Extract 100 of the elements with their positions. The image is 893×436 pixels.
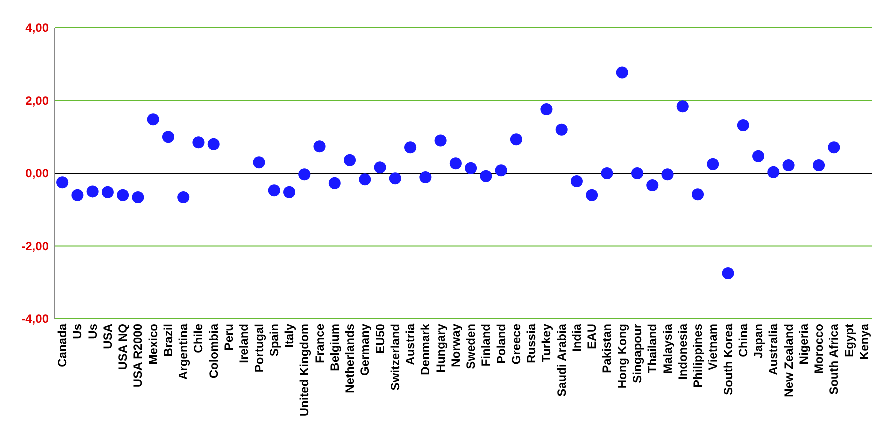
point bbox=[162, 131, 174, 144]
x-tick-label: Netherlands bbox=[343, 324, 358, 394]
y-tick-label: 0,00 bbox=[26, 166, 50, 181]
y-tick-label: 2,00 bbox=[26, 94, 50, 108]
point bbox=[389, 172, 402, 185]
point bbox=[359, 174, 372, 186]
x-tick-label: China bbox=[736, 324, 750, 358]
x-tick-label: Portugal bbox=[252, 324, 266, 373]
point bbox=[328, 177, 341, 190]
point bbox=[495, 164, 508, 177]
point bbox=[631, 168, 644, 180]
x-tick-label: Greece bbox=[509, 324, 524, 365]
point bbox=[737, 119, 750, 132]
x-tick-label: Belgium bbox=[328, 324, 342, 372]
x-tick-label: Argentina bbox=[176, 324, 191, 380]
x-tick-label: Philippines bbox=[691, 324, 706, 388]
x-tick-label: Italy bbox=[282, 324, 297, 348]
point bbox=[510, 134, 522, 146]
point bbox=[752, 150, 765, 162]
x-tick-label: Switzerland bbox=[388, 324, 402, 391]
x-tick-label: USA bbox=[100, 324, 115, 350]
point bbox=[86, 186, 99, 198]
x-tick-label: USA R2000 bbox=[131, 324, 146, 388]
point bbox=[268, 184, 280, 197]
point bbox=[434, 134, 447, 147]
x-tick-label: Hungary bbox=[434, 324, 448, 373]
point bbox=[676, 100, 689, 113]
x-tick-label: Singapour bbox=[630, 324, 644, 384]
x-tick-label: EU50 bbox=[373, 324, 388, 354]
x-tick-label: Canada bbox=[56, 324, 70, 368]
point bbox=[192, 136, 205, 149]
x-tick-label: South Africa bbox=[827, 324, 842, 395]
point bbox=[72, 189, 84, 202]
x-tick-label: South Korea bbox=[721, 324, 736, 396]
point bbox=[178, 192, 190, 204]
point bbox=[586, 189, 598, 202]
point bbox=[480, 170, 492, 182]
x-tick-label: Germany bbox=[358, 324, 372, 376]
y-tick-label: 4,00 bbox=[26, 21, 50, 36]
x-tick-label: New Zealand bbox=[782, 324, 796, 398]
x-tick-label: Chile bbox=[192, 324, 206, 354]
x-tick-label: Colombia bbox=[206, 324, 221, 379]
x-tick-label: Hong Kong bbox=[615, 324, 630, 389]
point bbox=[768, 166, 780, 178]
point bbox=[404, 142, 417, 154]
point bbox=[465, 162, 478, 174]
x-tick-label: Austria bbox=[404, 324, 418, 366]
x-tick-label: Poland bbox=[494, 324, 508, 364]
point bbox=[450, 158, 462, 170]
x-tick-label: Indonesia bbox=[676, 324, 690, 380]
point bbox=[56, 176, 69, 189]
point bbox=[284, 186, 296, 198]
point bbox=[601, 168, 614, 180]
x-tick-label: Mexico bbox=[146, 324, 160, 365]
x-tick-label: Norway bbox=[448, 324, 463, 368]
x-tick-label: Brazil bbox=[161, 324, 176, 357]
x-tick-label: Finland bbox=[479, 324, 494, 367]
x-tick-label: Nigeria bbox=[796, 324, 811, 365]
x-tick-label: United Kingdom bbox=[298, 324, 312, 417]
point bbox=[692, 188, 704, 201]
point bbox=[420, 172, 432, 184]
x-tick-label: Thailand bbox=[646, 324, 660, 374]
point bbox=[298, 168, 311, 181]
x-tick-label: Us bbox=[86, 324, 100, 340]
y-tick-label: -2,00 bbox=[22, 239, 50, 254]
x-tick-label: Saudi Arabia bbox=[554, 324, 569, 397]
x-tick-label: Japan bbox=[752, 324, 766, 359]
point bbox=[616, 66, 628, 79]
x-tick-label: USA NQ bbox=[116, 324, 130, 370]
x-tick-label: Pakistan bbox=[600, 324, 614, 374]
x-tick-label: Peru bbox=[222, 324, 236, 351]
x-tick-label: Malaysia bbox=[660, 324, 675, 374]
x-tick-label: Spain bbox=[267, 324, 282, 357]
point bbox=[540, 103, 553, 116]
x-tick-label: Us bbox=[70, 324, 85, 340]
x-tick-label: EAU bbox=[585, 324, 600, 350]
x-tick-label: Sweden bbox=[464, 324, 478, 370]
point bbox=[570, 176, 583, 188]
point bbox=[344, 154, 356, 166]
x-tick-label: Ireland bbox=[237, 324, 252, 364]
point bbox=[117, 189, 130, 202]
point bbox=[556, 124, 568, 136]
point bbox=[662, 168, 674, 181]
point bbox=[813, 159, 826, 172]
point bbox=[707, 158, 720, 170]
x-tick-label: France bbox=[312, 324, 327, 364]
x-tick-label: Kenya bbox=[857, 324, 872, 360]
point bbox=[102, 186, 114, 198]
x-tick-label: Morocco bbox=[812, 324, 826, 374]
point bbox=[722, 268, 734, 280]
x-tick-label: Denmark bbox=[418, 324, 433, 376]
point bbox=[314, 140, 326, 153]
y-tick-label: -4,00 bbox=[22, 312, 50, 326]
point bbox=[132, 192, 144, 204]
point bbox=[646, 180, 659, 192]
x-tick-label: Vietnam bbox=[706, 324, 720, 370]
point bbox=[147, 114, 160, 126]
point bbox=[782, 159, 795, 172]
x-tick-label: Turkey bbox=[540, 324, 554, 362]
x-tick-label: Australia bbox=[766, 324, 781, 376]
